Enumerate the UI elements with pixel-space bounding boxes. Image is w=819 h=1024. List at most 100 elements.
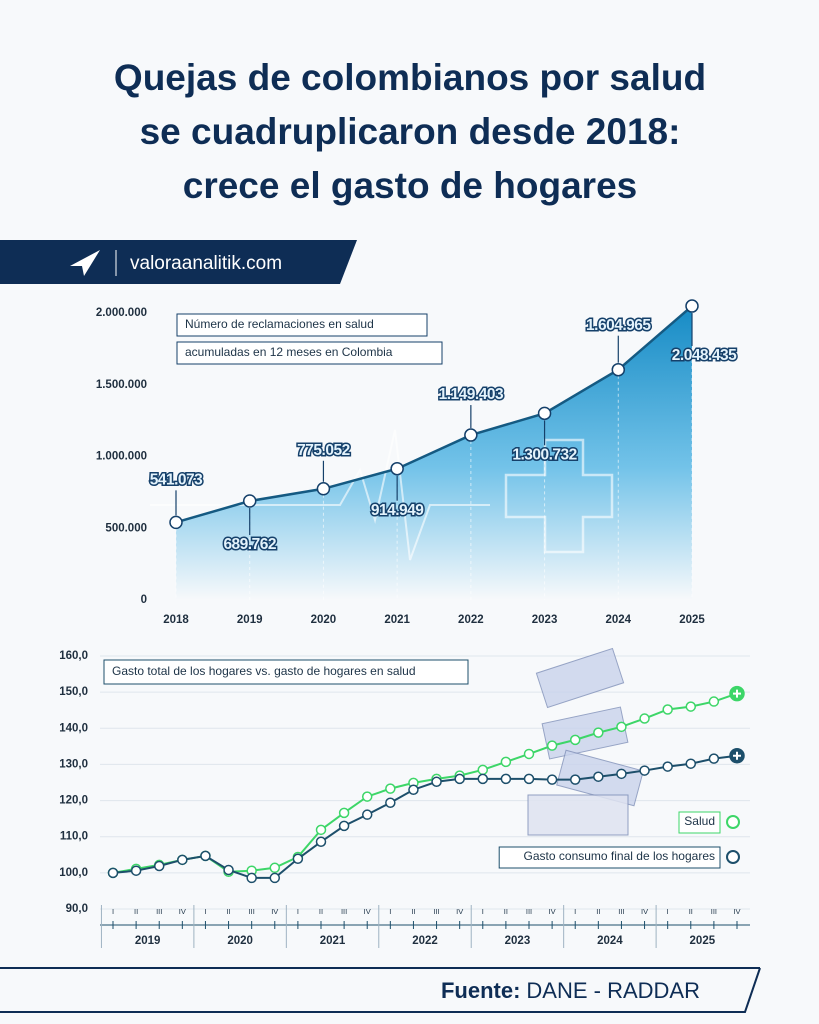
x-tick-label: II (319, 907, 323, 916)
brand-text[interactable]: valoraanalitik.com (130, 253, 282, 274)
x-tick-label: III (156, 907, 162, 916)
x-tick-label: 2018 (163, 614, 189, 626)
marker (269, 862, 281, 874)
marker (130, 865, 142, 876)
legend-marker (726, 850, 740, 864)
y-tick-label: 140,0 (59, 722, 88, 734)
marker (537, 406, 552, 421)
annotation: Número de reclamaciones en salud (185, 317, 374, 331)
value-label: 1.604.965 (586, 317, 651, 334)
marker (242, 494, 257, 508)
marker (177, 854, 188, 866)
source: Fuente: DANE - RADDAR (441, 978, 700, 1003)
end-plus (733, 689, 741, 698)
x-tick-label: I (667, 907, 669, 916)
legend-marker (726, 815, 740, 829)
x-tick-label: III (711, 907, 717, 916)
marker (569, 774, 581, 785)
marker (611, 362, 626, 377)
x-tick-label: III (433, 907, 439, 916)
year-label: 2019 (135, 935, 161, 947)
marker (708, 753, 720, 764)
marker (523, 773, 535, 785)
x-tick-label: III (618, 907, 624, 916)
x-tick-label: III (526, 907, 532, 916)
annotation: Gasto total de los hogares vs. gasto de … (112, 664, 416, 678)
marker (593, 771, 604, 782)
title-line: crece el gasto de hogares (183, 165, 637, 206)
x-tick-label: I (112, 907, 114, 916)
x-tick-label: 2020 (311, 614, 337, 626)
marker (200, 850, 211, 862)
y-tick-label: 500.000 (105, 522, 147, 534)
decor-pulse (150, 429, 490, 561)
marker (431, 776, 442, 788)
decor-banknote (541, 706, 629, 760)
value-label: 541.073 (150, 471, 203, 488)
marker (315, 836, 327, 848)
x-tick-label: 2019 (237, 614, 263, 626)
x-tick-label: IV (549, 907, 556, 916)
marker (107, 867, 119, 879)
y-tick-label: 1.500.000 (96, 379, 147, 391)
x-tick-label: IV (364, 907, 371, 916)
y-tick-label: 150,0 (59, 686, 88, 698)
annotation-box (176, 313, 428, 337)
marker (685, 758, 697, 769)
marker (223, 864, 234, 876)
year-label: 2024 (597, 935, 623, 947)
marker (361, 809, 373, 820)
marker (639, 765, 650, 776)
annotation-box (176, 341, 443, 365)
marker (153, 860, 165, 872)
marker (169, 515, 183, 530)
x-tick-label: I (574, 907, 576, 916)
marker (408, 784, 419, 795)
x-tick-label: III (341, 907, 347, 916)
legend-box (678, 811, 721, 834)
marker (616, 768, 627, 780)
marker (338, 820, 350, 832)
x-tick-label: I (204, 907, 206, 916)
legend-label: Gasto consumo final de los hogares (524, 849, 715, 863)
year-label: 2021 (320, 935, 346, 947)
source-label: Fuente: (441, 978, 520, 1003)
x-tick-label: 2023 (532, 614, 558, 626)
marker (292, 853, 304, 865)
value-label: 689.762 (223, 536, 276, 553)
marker (246, 872, 257, 884)
marker (269, 872, 281, 884)
marker (454, 773, 465, 785)
marker (361, 791, 373, 802)
marker (546, 774, 558, 785)
value-label: 1.149.403 (439, 386, 504, 403)
legend-box (498, 846, 721, 869)
x-tick-label: II (226, 907, 230, 916)
annotation: acumuladas en 12 meses en Colombia (185, 345, 393, 359)
marker (316, 482, 331, 496)
year-label: 2023 (505, 935, 531, 947)
marker (385, 783, 396, 794)
marker (616, 721, 627, 733)
marker (338, 807, 350, 819)
footer-edge (0, 967, 761, 1013)
x-tick-label: 2024 (605, 614, 631, 626)
y-tick-label: 160,0 (59, 650, 88, 662)
marker (569, 734, 581, 746)
marker (500, 756, 512, 768)
brand-banner (0, 240, 357, 284)
marker (685, 701, 697, 712)
x-tick-label: 2025 (679, 614, 705, 626)
brand-logo (70, 250, 100, 276)
value-label: 914.949 (371, 502, 424, 519)
year-label: 2020 (227, 935, 253, 947)
annotation-box (103, 659, 469, 685)
y-tick-label: 130,0 (59, 758, 88, 770)
title-line: Quejas de colombianos por salud (114, 57, 706, 98)
y-tick-label: 1.000.000 (96, 451, 147, 463)
marker (523, 748, 535, 760)
x-tick-label: II (596, 907, 600, 916)
line (112, 754, 738, 879)
y-tick-label: 90,0 (66, 903, 88, 915)
